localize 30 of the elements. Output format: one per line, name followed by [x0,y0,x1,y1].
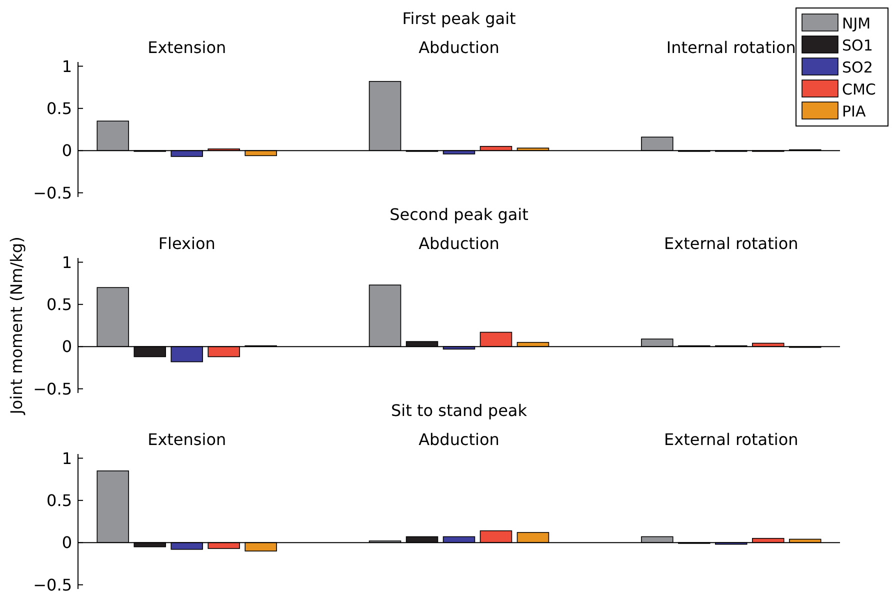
x-tick-label: Internal rotation [666,38,796,57]
y-tick-label: 0 [62,337,72,356]
legend-label: NJM [842,14,871,32]
x-tick-label: Flexion [158,234,216,253]
x-tick-label: Abduction [418,38,500,57]
x-tick-label: Abduction [418,430,500,449]
y-tick-label: 0.5 [46,491,72,510]
y-tick-label: 0 [62,533,72,552]
x-tick-label: Extension [148,430,226,449]
x-tick-label: External rotation [664,234,798,253]
y-axis-title: Joint moment (Nm/kg) [7,236,26,416]
legend-label: CMC [842,80,876,98]
y-tick-label: 1 [62,252,72,272]
legend-label: PIA [842,102,866,120]
x-tick-label: Abduction [418,234,500,253]
y-tick-label: 1 [62,448,72,468]
y-tick-label: −0.5 [33,575,72,593]
x-tick-label: External rotation [664,430,798,449]
y-tick-label: 0.5 [46,99,72,118]
legend-label: SO1 [842,36,873,54]
chart-title: Sit to stand peak [391,401,528,420]
y-tick-label: −0.5 [33,379,72,398]
y-tick-label: 1 [62,56,72,76]
chart-title: First peak gait [402,9,516,28]
y-tick-label: −0.5 [33,183,72,202]
chart-title: Second peak gait [390,205,528,224]
x-tick-label: Extension [148,38,226,57]
legend-label: SO2 [842,58,873,76]
y-tick-label: 0 [62,141,72,160]
y-tick-label: 0.5 [46,295,72,314]
